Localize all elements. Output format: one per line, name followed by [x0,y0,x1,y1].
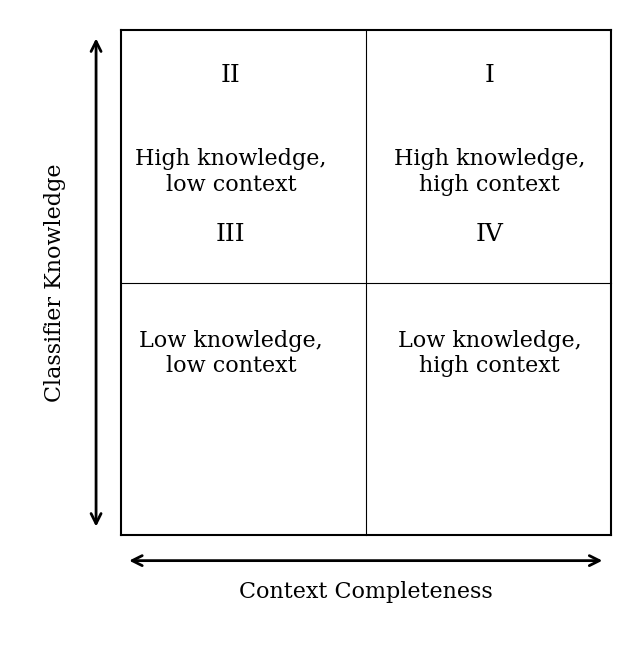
Text: IV: IV [476,223,504,246]
Text: Classifier Knowledge: Classifier Knowledge [44,163,66,402]
Text: Low knowledge,
low context: Low knowledge, low context [139,330,323,377]
Text: Low knowledge,
high context: Low knowledge, high context [397,330,582,377]
Text: III: III [216,223,246,246]
Text: Context Completeness: Context Completeness [239,581,493,603]
Text: I: I [484,64,495,87]
Text: High knowledge,
low context: High knowledge, low context [135,148,326,195]
Text: II: II [221,64,241,87]
Text: High knowledge,
high context: High knowledge, high context [394,148,586,195]
